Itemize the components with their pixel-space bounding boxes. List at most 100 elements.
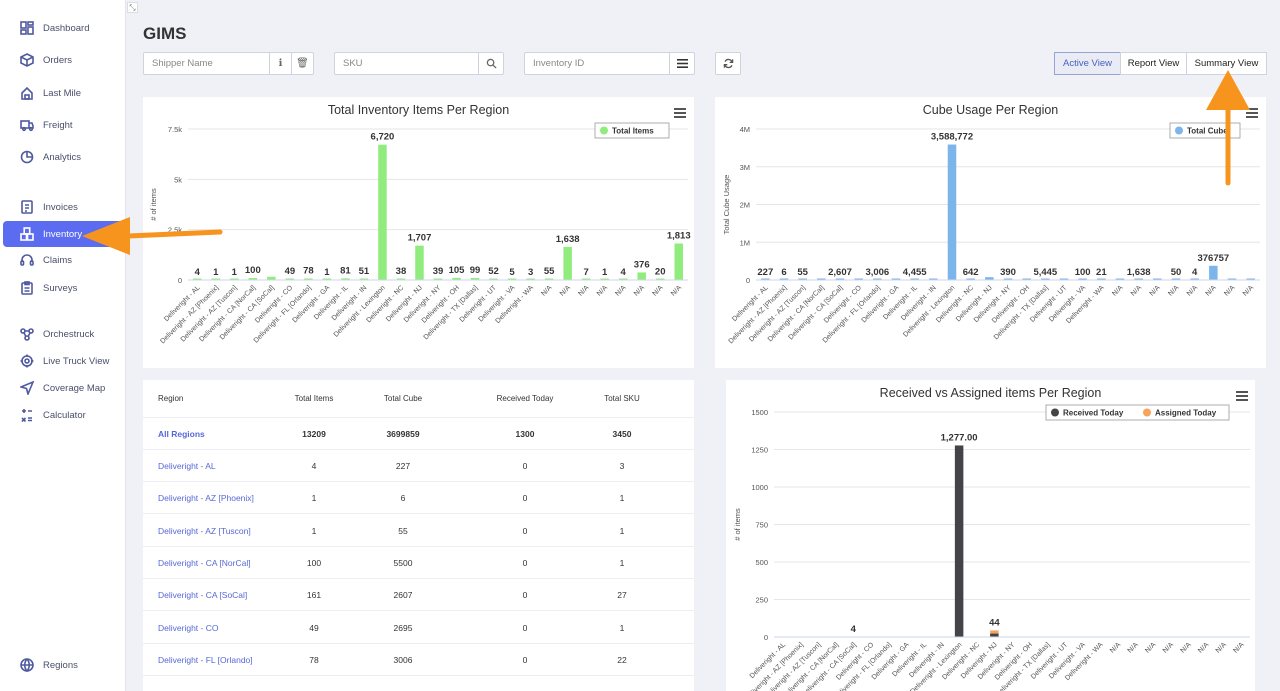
data-label: 55 [797,267,808,278]
table-cell: 2695 [393,622,413,633]
data-label: 81 [340,265,351,276]
region-link[interactable]: Deliveright - CO [158,622,219,633]
table-row: Deliveright - AZ [Tuscon] 1 55 0 1 [143,515,694,547]
table-cell: 0 [522,492,528,503]
data-label: 3,588,772 [931,132,973,143]
column-header: Received Today [496,394,554,403]
data-label: 6 [781,267,786,278]
sidebar-item-label: Freight [43,119,73,131]
collapse-sidebar-icon[interactable]: ⤡ [127,2,138,13]
table-cell: 6 [400,492,406,503]
bar-total-cube [1078,278,1087,280]
sidebar-item-regions[interactable]: Regions [3,652,123,678]
region-link[interactable]: Deliveright - AZ [Phoenix] [158,492,254,503]
chart-menu-icon[interactable] [674,108,686,118]
y-tick-label: 3M [740,163,750,172]
table-row: Deliveright - CA [SoCal] 161 2607 0 27 [143,579,694,611]
table-cell: 0 [522,589,528,600]
inventory-id-input[interactable] [525,53,669,74]
data-label: 227 [757,267,773,278]
data-label: 1 [232,267,238,278]
table-cell: 227 [395,460,411,471]
bar-total-items [655,278,665,280]
sidebar-item-live-truck-view[interactable]: Live Truck View [3,348,123,374]
region-link[interactable]: All Regions [158,428,205,439]
sidebar-item-surveys[interactable]: Surveys [3,275,123,301]
legend: Total Items [594,122,670,139]
chart-menu-icon[interactable] [1246,108,1258,118]
search-icon[interactable] [478,53,503,74]
table-cell: 1 [311,492,317,503]
shipper-name-input[interactable] [144,53,269,74]
sidebar-item-label: Inventory [43,228,83,240]
table-cell: 55 [398,525,408,536]
x-tick-label: N/A [1215,641,1228,654]
trash-icon[interactable]: 🗑 [291,53,313,74]
legend-box [1045,404,1230,421]
data-label: 52 [488,266,499,277]
data-label: 4 [195,267,201,278]
sidebar-item-orchestruck[interactable]: Orchestruck [3,321,123,347]
x-tick-label: N/A [1167,284,1180,297]
table-cell: 0 [522,654,528,665]
y-tick-label: 5k [174,175,182,184]
report-view-button[interactable]: Report View [1120,52,1187,75]
data-label: 4 [621,267,627,278]
bar-total-items [637,272,646,280]
bar-total-cube [1153,278,1162,280]
y-tick-label: 4M [740,125,750,134]
sidebar-item-last-mile[interactable]: Last Mile [3,80,123,106]
list-icon[interactable] [669,53,694,74]
region-link[interactable]: Deliveright - AZ [Tuscon] [158,525,251,536]
sidebar-item-calculator[interactable]: Calculator [3,402,123,428]
total-items-chart-card: Total Inventory Items Per Region # of ite… [143,97,694,368]
bar-total-items [230,278,239,280]
x-tick-label: N/A [1149,284,1162,297]
table-row: Deliveright - CO 49 2695 0 1 [143,612,694,644]
refresh-button[interactable] [715,52,741,75]
info-icon[interactable]: ℹ [269,53,291,74]
table-cell: 1 [619,492,625,503]
data-label: 2,607 [828,267,852,278]
bar-total-items [378,144,387,280]
table-cell: 0 [522,460,528,471]
sidebar-item-claims[interactable]: Claims [3,247,123,273]
data-label: 390 [1000,267,1016,278]
table-cell: 4 [311,460,317,471]
sidebar-item-label: Analytics [43,151,82,163]
data-label: 6,720 [371,132,395,143]
bar-total-items [507,278,517,280]
x-tick-label: N/A [1111,284,1124,297]
sidebar-item-invoices[interactable]: Invoices [3,194,123,220]
sku-input[interactable] [335,53,478,74]
region-link[interactable]: Deliveright - CA [SoCal] [158,589,248,600]
y-tick-label: 7.5k [168,125,182,134]
bar-total-items [211,278,221,280]
active-view-button[interactable]: Active View [1054,52,1121,75]
region-link[interactable]: Deliveright - CA [NorCal] [158,557,251,568]
data-label: 51 [359,266,370,277]
bar-total-items [489,278,498,280]
regions-table: Region Total Items Total Cube Received Toda… [143,380,694,691]
data-label: 4,455 [903,267,927,278]
table-cell: 5500 [393,557,413,568]
data-label: 1 [213,267,219,278]
sidebar-item-orders[interactable]: Orders [3,47,123,73]
summary-view-button[interactable]: Summary View [1186,52,1267,75]
region-link[interactable]: Deliveright - AL [158,460,216,471]
y-tick-label: 500 [755,558,768,567]
x-tick-label: N/A [596,284,609,297]
sidebar-item-freight[interactable]: Freight [3,112,123,138]
chart-menu-icon[interactable] [1236,391,1248,401]
sidebar-item-coverage-map[interactable]: Coverage Map [3,375,123,401]
table-cell: 1 [619,525,625,536]
refresh-icon [723,58,733,69]
bar-total-items [618,278,628,280]
region-link[interactable]: Deliveright - FL [Orlando] [158,654,253,665]
sidebar-item-dashboard[interactable]: Dashboard [3,15,123,41]
column-header: Region [158,394,184,403]
data-label: 376757 [1197,253,1229,264]
sidebar-item-analytics[interactable]: Analytics [3,144,123,170]
sidebar-item-inventory[interactable]: Inventory [3,221,123,247]
x-tick-label: N/A [1109,641,1122,654]
